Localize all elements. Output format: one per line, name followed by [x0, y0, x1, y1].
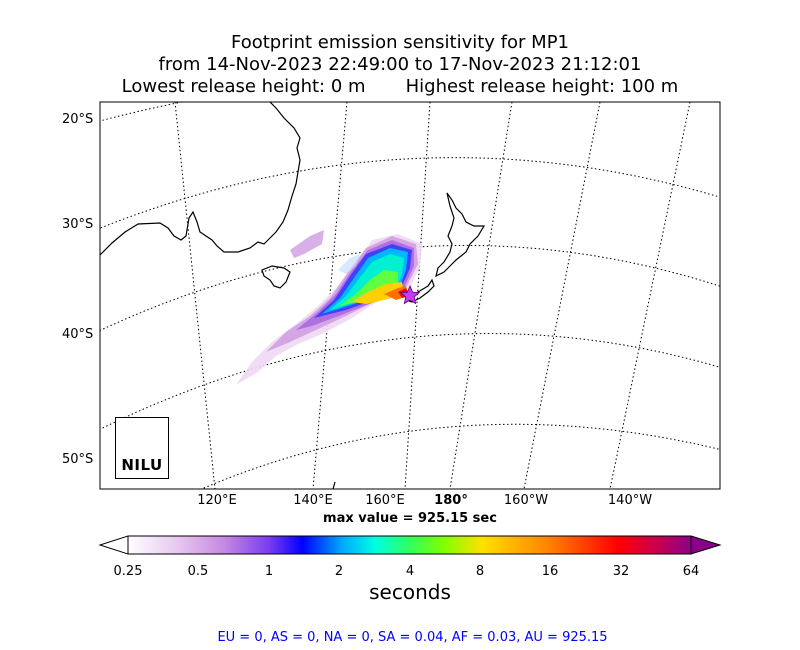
- antarctica-coast-fragment: [332, 481, 336, 489]
- lat-label-40s: 40°S: [62, 327, 94, 342]
- lat-label-20s: 20°S: [62, 112, 94, 127]
- australia-coastline: [100, 102, 301, 256]
- colorbar-tick: 8: [475, 564, 485, 579]
- colorbar: [98, 535, 722, 555]
- region-summary-footer: EU = 0, AS = 0, NA = 0, SA = 0.04, AF = …: [217, 630, 608, 645]
- colorbar-tick: 1: [264, 564, 274, 579]
- map-area: [100, 102, 720, 489]
- lon-label-120e: 120°E: [197, 493, 237, 508]
- longitude-lines: [174, 102, 691, 489]
- colorbar-unit-label: seconds: [369, 580, 451, 604]
- lon-label-160e: 160°E: [365, 493, 405, 508]
- highest-release-height: Highest release height: 100 m: [405, 76, 679, 97]
- latitude-lines: [100, 102, 720, 489]
- plot-title-line2: from 14-Nov-2023 22:49:00 to 17-Nov-2023…: [158, 54, 642, 75]
- colorbar-tick: 32: [612, 564, 630, 579]
- plot-title-line3: Lowest release height: 0 m Highest relea…: [0, 76, 800, 98]
- lowest-release-height: Lowest release height: 0 m: [121, 76, 366, 97]
- colorbar-tick: 4: [405, 564, 415, 579]
- tasmania-coastline: [261, 265, 291, 289]
- colorbar-tick: 0.5: [187, 564, 209, 579]
- footprint-plume: [236, 230, 422, 385]
- new-zealand-north-island: [435, 192, 486, 278]
- plot-title-line1: Footprint emission sensitivity for MP1: [230, 32, 569, 53]
- release-location-star-icon: [399, 284, 421, 305]
- lat-label-50s: 50°S: [62, 452, 94, 467]
- colorbar-tick: 2: [334, 564, 344, 579]
- colorbar-tick: 0.25: [113, 564, 143, 579]
- map-frame: [99, 101, 721, 490]
- lon-label-180: 180°: [434, 493, 468, 508]
- nilu-logo-text: NILU: [121, 456, 163, 474]
- colorbar-tick: 64: [682, 564, 700, 579]
- max-value-text: max value = 925.15 sec: [323, 511, 497, 526]
- lon-label-140w: 140°W: [607, 493, 653, 508]
- lat-label-30s: 30°S: [62, 217, 94, 232]
- lon-label-160w: 160°W: [503, 493, 549, 508]
- nilu-logo: NILU: [115, 417, 169, 479]
- lon-label-140e: 140°E: [293, 493, 333, 508]
- colorbar-tick: 16: [541, 564, 559, 579]
